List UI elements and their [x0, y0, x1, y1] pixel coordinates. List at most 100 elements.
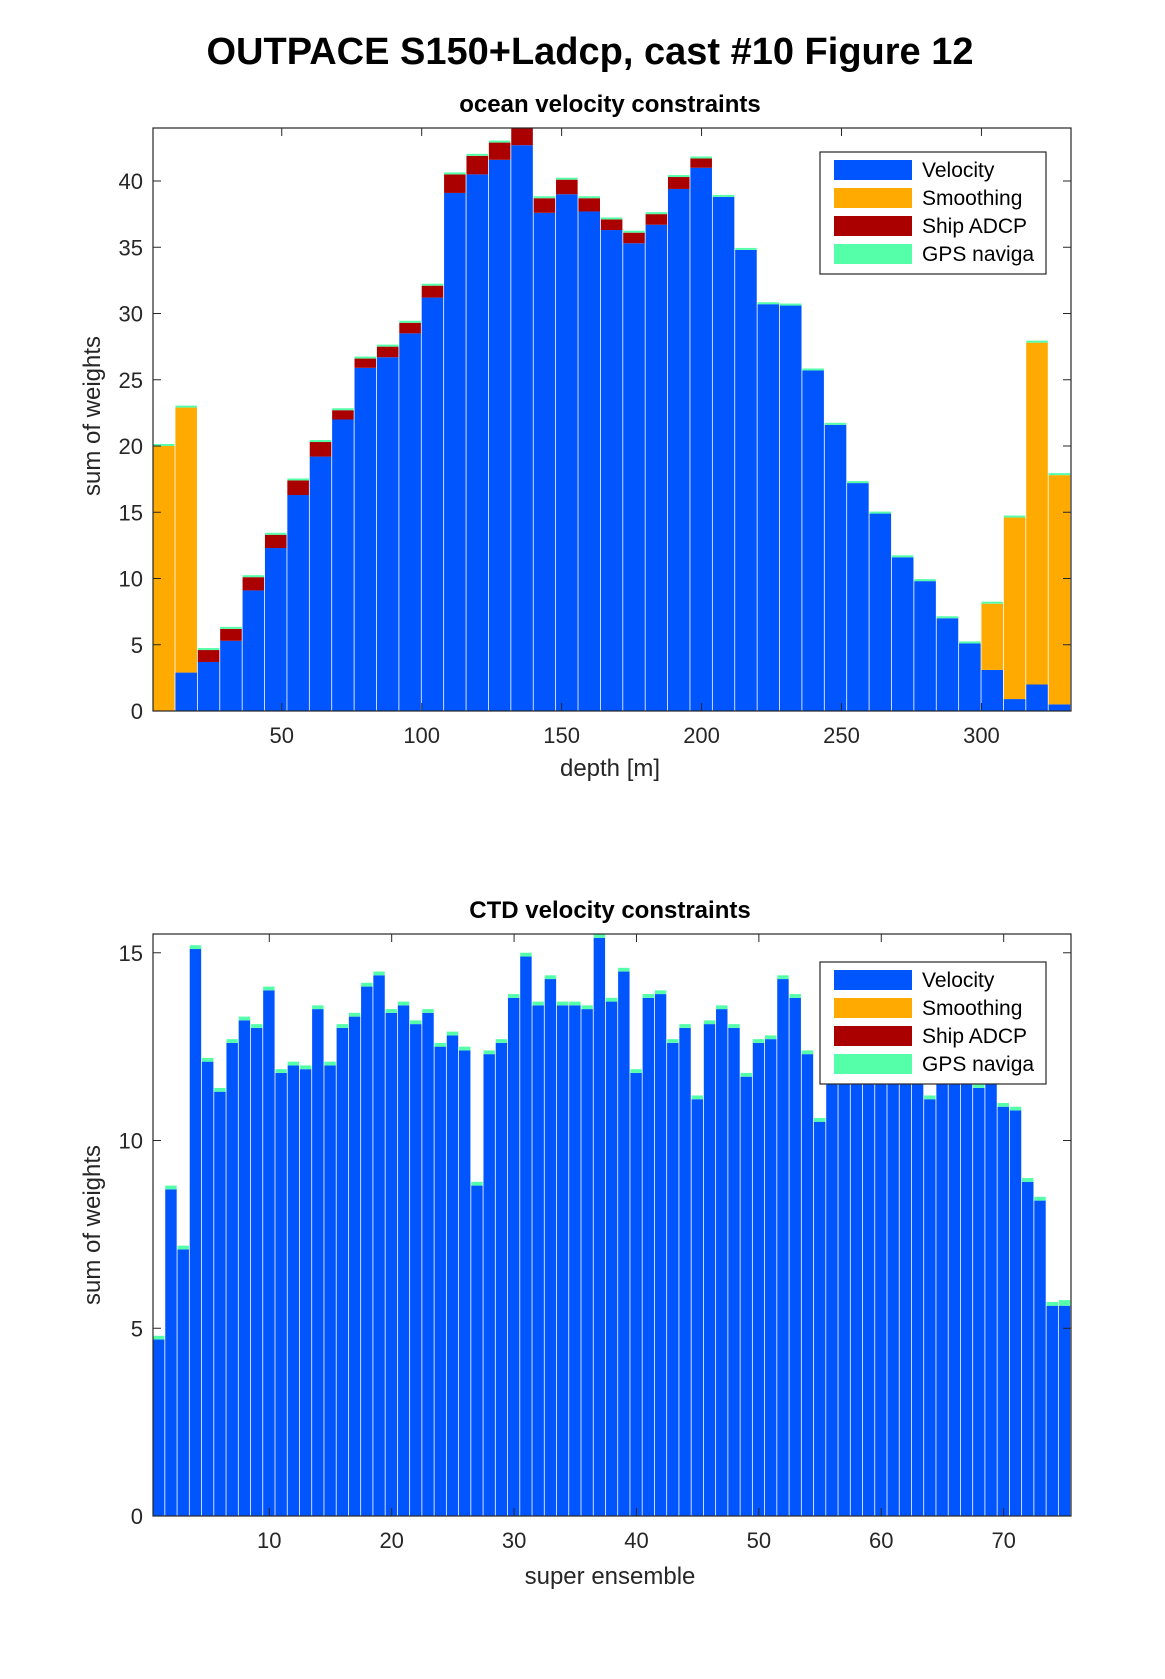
x-tick-label: 40: [624, 1528, 648, 1553]
bar-velocity: [532, 1005, 544, 1516]
bar-velocity: [376, 357, 399, 711]
bar-gps: [520, 952, 532, 957]
bar-velocity: [869, 513, 892, 711]
bar-gps: [189, 945, 202, 950]
bar-gps: [891, 555, 914, 558]
bar-velocity: [824, 424, 847, 711]
bar-gps: [757, 302, 780, 305]
bar-velocity: [483, 1054, 495, 1516]
bar-velocity: [850, 1065, 863, 1516]
y-axis-label: sum of weights: [79, 1145, 106, 1305]
y-tick-label: 30: [119, 302, 143, 327]
bar-gps: [397, 1001, 410, 1006]
bar-velocity: [434, 1046, 446, 1516]
bar-velocity: [250, 1027, 263, 1516]
y-tick-label: 40: [119, 169, 143, 194]
bar-velocity: [336, 1027, 349, 1516]
bar-velocity: [911, 1057, 924, 1516]
bar-ship_adcp: [332, 410, 354, 420]
bar-gps: [287, 478, 309, 481]
legend: Velocity Smoothing Ship ADCP GPS naviga: [819, 151, 1047, 275]
bar-gps: [263, 986, 275, 991]
bar-gps: [824, 422, 847, 425]
legend-label: Ship ADCP: [922, 215, 1027, 238]
bar-velocity: [385, 1012, 397, 1516]
bar-gps: [495, 1039, 508, 1043]
bar-velocity: [220, 640, 242, 711]
bar-velocity: [444, 192, 466, 711]
bar-ship_adcp: [242, 577, 265, 591]
bar-ship_adcp: [354, 358, 377, 368]
x-tick-label: 50: [747, 1528, 771, 1553]
bar-gps: [735, 247, 757, 250]
bar-gps: [779, 303, 802, 306]
bar-velocity: [936, 618, 959, 711]
bar-gps: [348, 1012, 361, 1017]
x-axis-label: super ensemble: [525, 1563, 696, 1590]
y-tick-label: 0: [131, 1504, 143, 1529]
bar-gps: [250, 1024, 263, 1028]
bar-gps: [578, 196, 601, 199]
bar-gps: [789, 994, 801, 998]
bar-gps: [410, 1020, 422, 1025]
figure-title: OUTPACE S150+Ladcp, cast #10 Figure 12: [207, 31, 974, 73]
bar-gps: [914, 579, 936, 582]
bar-velocity: [287, 1065, 300, 1516]
bar-ship_adcp: [421, 285, 444, 298]
x-tick-label: 300: [963, 723, 1000, 748]
bar-gps: [197, 648, 220, 651]
y-tick-label: 25: [119, 368, 143, 393]
bar-smoothing: [981, 603, 1004, 670]
bar-velocity: [287, 495, 309, 711]
bar-velocity: [299, 1069, 312, 1516]
bar-ship_adcp: [466, 155, 489, 175]
bar-gps: [287, 1061, 300, 1066]
bar-gps: [728, 1024, 740, 1028]
bar-gps: [691, 1095, 703, 1100]
bar-velocity: [936, 1065, 948, 1516]
bar-velocity: [1048, 704, 1071, 711]
bar-gps: [153, 444, 175, 446]
bar-ship_adcp: [197, 650, 220, 662]
legend-swatch-ship_adcp: [834, 1026, 912, 1046]
bar-gps: [507, 994, 520, 998]
bar-velocity: [1022, 1181, 1034, 1516]
bar-smoothing: [1003, 517, 1026, 700]
bar-velocity: [728, 1027, 740, 1516]
legend-label: Ship ADCP: [922, 1025, 1027, 1048]
bar-velocity: [511, 145, 533, 711]
bar-gps: [600, 217, 623, 220]
bar-gps: [324, 1061, 336, 1066]
bar-gps: [459, 1046, 471, 1051]
x-tick-label: 20: [379, 1528, 403, 1553]
bar-velocity: [623, 243, 645, 711]
bar-ship_adcp: [220, 628, 242, 641]
bar-gps: [385, 1009, 397, 1013]
bar-velocity: [924, 1099, 936, 1516]
bar-ship_adcp: [623, 232, 645, 244]
bar-velocity: [875, 1080, 887, 1516]
bar-velocity: [578, 211, 601, 711]
x-tick-label: 50: [270, 723, 294, 748]
bar-velocity: [226, 1042, 238, 1516]
bar-gps: [1009, 1106, 1022, 1111]
bar-velocity: [421, 297, 444, 711]
bar-ship_adcp: [690, 158, 712, 168]
bar-gps: [422, 1009, 434, 1013]
bar-gps: [716, 1005, 728, 1010]
bar-velocity: [556, 194, 578, 711]
bar-velocity: [466, 174, 489, 711]
bar-gps: [165, 1185, 177, 1190]
legend-swatch-gps: [834, 244, 912, 264]
bar-velocity: [914, 581, 936, 711]
bar-ship_adcp: [309, 442, 332, 457]
bar-velocity: [459, 1050, 471, 1516]
bar-gps: [618, 967, 630, 972]
legend-swatch-smoothing: [834, 998, 912, 1018]
bar-gps: [1022, 1178, 1034, 1182]
bar-velocity: [324, 1065, 336, 1516]
bar-gps: [238, 1016, 251, 1021]
bar-gps: [752, 1039, 765, 1043]
chart-ocean-velocity: ocean velocity constraints 50 100 150 200 25…: [79, 91, 1072, 782]
bar-velocity: [354, 367, 377, 711]
